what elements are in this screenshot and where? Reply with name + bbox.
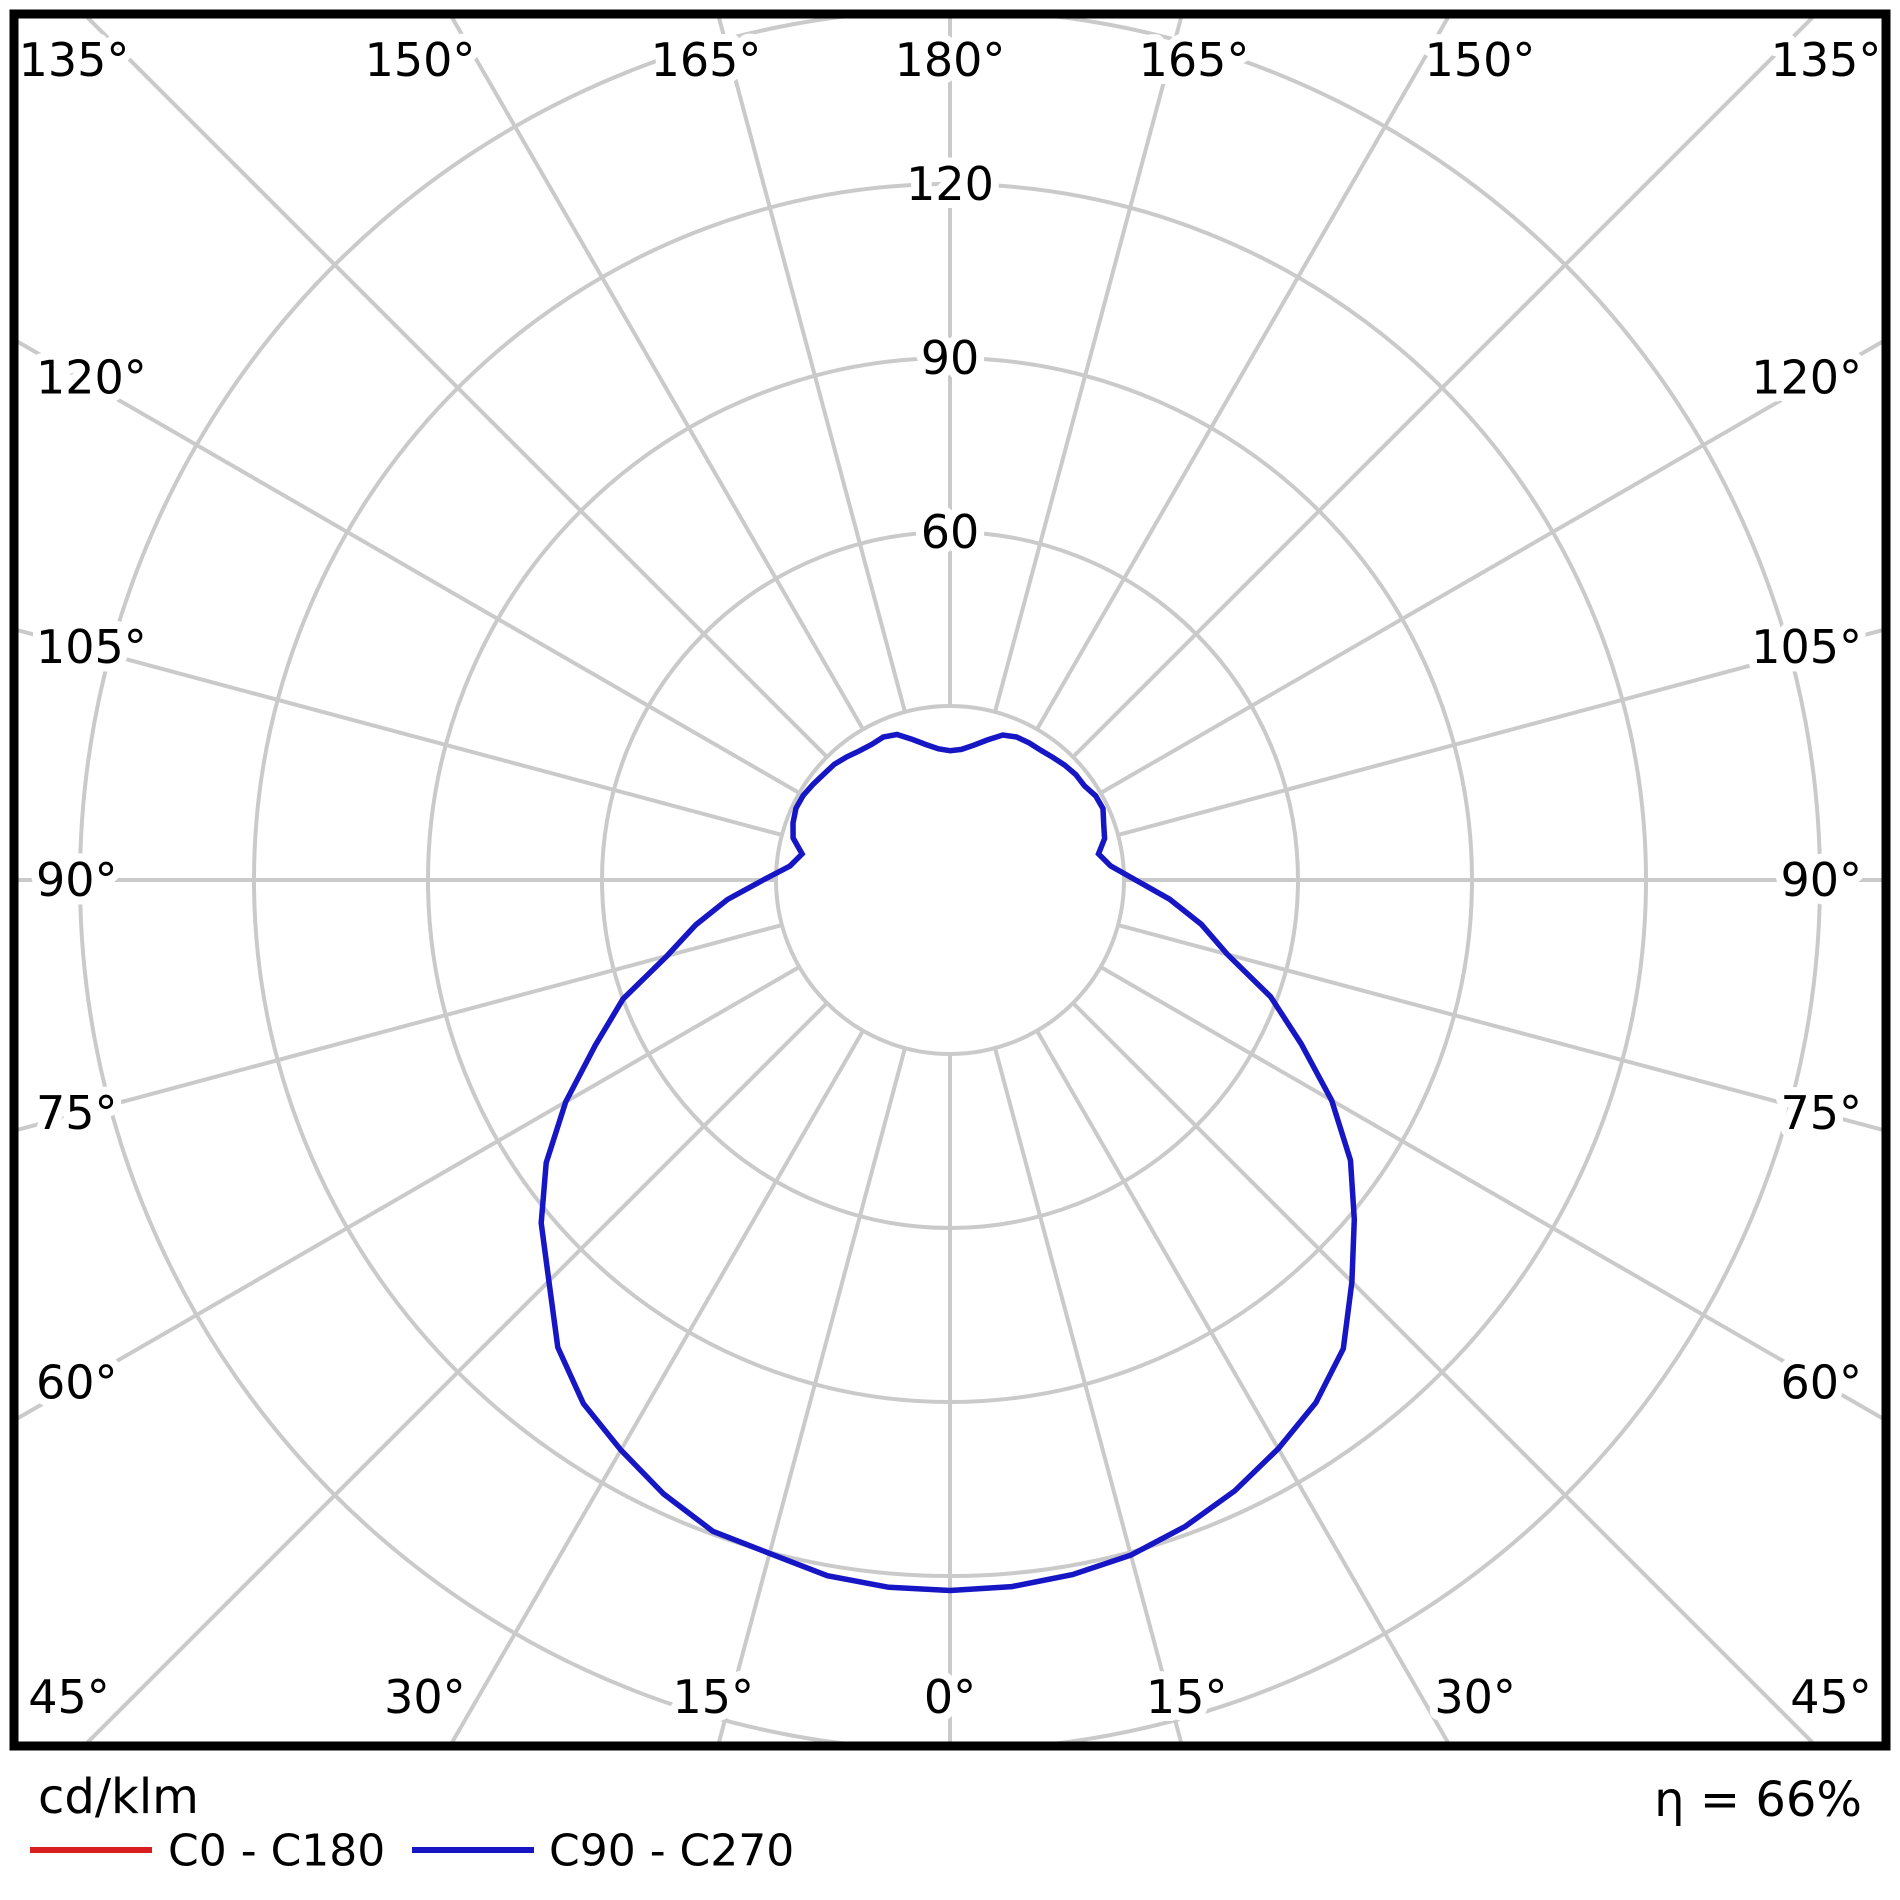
legend-label-c0-c180: C0 - C180 <box>168 1826 385 1877</box>
legend-label-c90-c270: C90 - C270 <box>549 1826 794 1877</box>
grid-radial-line-135 <box>1071 18 1815 759</box>
angle-label-135-left: 135° <box>19 33 130 87</box>
grid-radial-line-165 <box>993 18 1184 713</box>
angle-label-120-right: 120° <box>1751 351 1862 405</box>
angle-label-60-left: 60° <box>36 1355 118 1409</box>
grid-radial-line-330 <box>450 1029 865 1742</box>
angle-label-150-left: 150° <box>365 33 476 87</box>
angle-label-90-left: 90° <box>36 853 118 907</box>
radial-value-label-120: 120 <box>906 157 994 211</box>
grid-radial-line-105 <box>1117 628 1882 837</box>
legend-item-c0-c180: C0 - C180 <box>30 1826 385 1877</box>
grid-radial-line-240 <box>18 339 801 795</box>
radial-value-label-60: 60 <box>921 505 980 559</box>
angle-label-165-right: 165° <box>1139 33 1250 87</box>
grid-radial-line-30 <box>1035 1029 1450 1742</box>
legend-item-c90-c270: C90 - C270 <box>412 1826 794 1877</box>
grid-radial-line-315 <box>85 1001 829 1742</box>
angle-label-120-left: 120° <box>36 351 147 405</box>
angle-label-45-right: 45° <box>1790 1670 1872 1724</box>
angle-label-105-right: 105° <box>1751 620 1862 674</box>
plot-frame <box>9 9 1891 1751</box>
angle-labels: 0° 15° 15° 30° 30° 45° 45° 60° 60° 75° 75° 90° 90° 10… <box>11 25 1890 1732</box>
radial-value-labels: 60 90 120 <box>898 149 1002 567</box>
grid-radial-line-75 <box>1117 923 1882 1132</box>
grid-radial-line-300 <box>18 965 801 1421</box>
efficiency-label: η = 66% <box>1654 1772 1862 1828</box>
grid-radial-line-150 <box>1035 18 1450 731</box>
grid-ring-30 <box>774 704 1126 1056</box>
grid-radial-line-45 <box>1071 1001 1815 1742</box>
unit-label: cd/klm <box>38 1769 199 1825</box>
curve-c90-c270 <box>538 731 1358 1594</box>
radial-value-label-90: 90 <box>921 331 980 385</box>
legend: C0 - C180 C90 - C270 <box>30 1826 794 1877</box>
angle-label-180-right: 180° <box>895 33 1006 87</box>
angle-label-60-right: 60° <box>1780 1355 1862 1409</box>
angle-label-30-left: 30° <box>384 1670 466 1724</box>
angle-label-0-right: 0° <box>924 1670 976 1724</box>
angle-label-75-left: 75° <box>36 1086 118 1140</box>
angle-label-75-right: 75° <box>1780 1086 1862 1140</box>
grid-radial-line-285 <box>18 923 783 1132</box>
grid-radial-line-345 <box>716 1047 907 1742</box>
angle-label-90-right: 90° <box>1780 853 1862 907</box>
grid-radial-line-195 <box>716 18 907 713</box>
angle-label-165-left: 165° <box>651 33 762 87</box>
angle-label-30-right: 30° <box>1434 1670 1516 1724</box>
angle-label-45-left: 45° <box>28 1670 110 1724</box>
grid-radial-line-210 <box>450 18 865 731</box>
angle-label-15-left: 15° <box>673 1670 755 1724</box>
grid-radial-line-15 <box>993 1047 1184 1742</box>
grid-radial-line-255 <box>18 628 783 837</box>
grid-radial-line-225 <box>85 18 829 759</box>
grid-radial-line-120 <box>1099 339 1882 795</box>
angle-label-15-right: 15° <box>1146 1670 1228 1724</box>
grid-radial-line-60 <box>1099 965 1882 1421</box>
distribution-curves <box>538 731 1358 1594</box>
angle-label-135-right: 135° <box>1771 33 1882 87</box>
angle-label-150-right: 150° <box>1425 33 1536 87</box>
angle-label-105-left: 105° <box>36 620 147 674</box>
